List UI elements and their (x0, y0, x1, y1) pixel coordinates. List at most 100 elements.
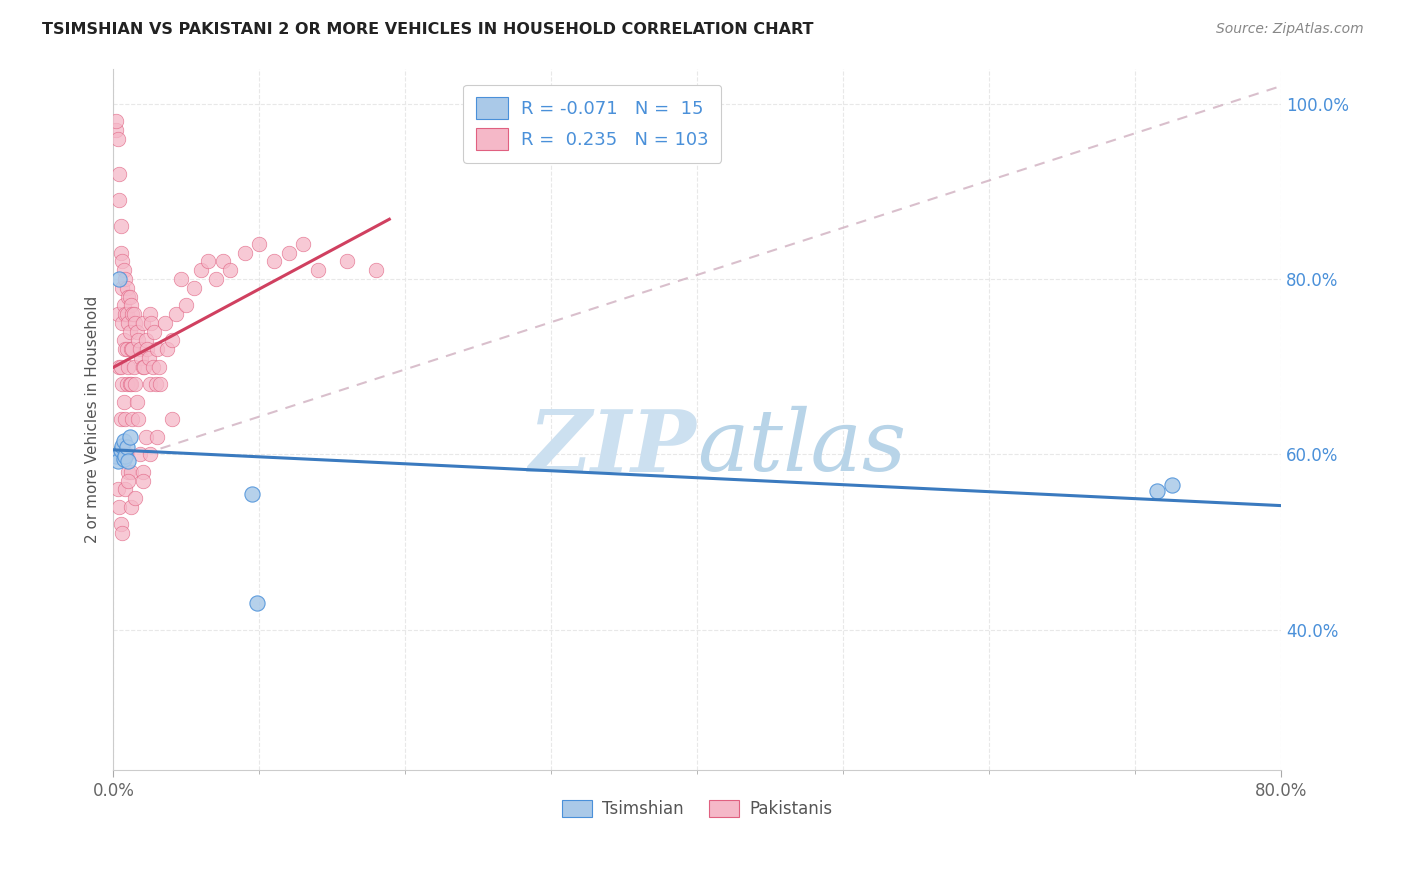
Point (112, 263, 135, 277)
Point (134, 359, 156, 374)
Point (115, 377, 138, 392)
Point (105, 123, 128, 137)
Point (277, 245, 299, 260)
Point (110, 442, 132, 457)
Point (112, 434, 135, 449)
Point (111, 316, 134, 330)
Point (156, 342, 179, 356)
Point (124, 316, 146, 330)
Point (114, 342, 136, 356)
Point (292, 236, 315, 251)
Point (128, 447, 150, 461)
Point (169, 272, 191, 286)
Point (118, 430, 141, 444)
Point (115, 342, 138, 356)
Point (118, 325, 141, 339)
Point (112, 334, 135, 348)
Point (122, 307, 145, 321)
Point (139, 447, 162, 461)
Point (121, 412, 143, 426)
Point (183, 281, 205, 295)
Point (121, 342, 143, 356)
Point (105, 114, 128, 128)
Point (110, 359, 132, 374)
Point (107, 307, 129, 321)
Point (176, 298, 198, 312)
Point (117, 454, 139, 468)
Point (153, 316, 176, 330)
Point (108, 272, 131, 286)
Point (122, 359, 145, 374)
Point (114, 307, 136, 321)
Point (107, 454, 129, 468)
Point (138, 351, 160, 365)
Point (107, 131, 129, 145)
Point (112, 451, 135, 466)
Point (245, 596, 267, 610)
Legend: Tsimshian, Pakistanis: Tsimshian, Pakistanis (555, 793, 839, 825)
Point (131, 474, 153, 488)
Point (114, 483, 136, 497)
Point (148, 359, 170, 374)
Point (114, 412, 136, 426)
Point (135, 334, 157, 348)
Point (136, 342, 159, 356)
Point (108, 167, 131, 181)
Point (115, 307, 138, 321)
Point (114, 272, 136, 286)
Point (110, 219, 132, 234)
Point (240, 487, 263, 501)
Point (233, 245, 256, 260)
Point (160, 412, 183, 426)
Point (117, 474, 139, 488)
Point (143, 325, 166, 339)
Point (115, 447, 138, 461)
Point (121, 307, 143, 321)
Point (165, 307, 187, 321)
Point (112, 298, 135, 312)
Point (117, 289, 139, 303)
Point (146, 342, 169, 356)
Point (139, 307, 162, 321)
Text: ZIP: ZIP (529, 406, 697, 489)
Y-axis label: 2 or more Vehicles in Household: 2 or more Vehicles in Household (86, 295, 100, 543)
Point (131, 359, 153, 374)
Point (110, 412, 132, 426)
Point (146, 430, 169, 444)
Point (124, 377, 146, 392)
Point (204, 272, 226, 286)
Point (117, 465, 139, 479)
Point (160, 334, 183, 348)
Point (115, 281, 138, 295)
Point (131, 316, 153, 330)
Point (145, 377, 167, 392)
Point (108, 359, 131, 374)
Point (114, 449, 136, 463)
Point (135, 430, 157, 444)
Point (117, 316, 139, 330)
Point (120, 377, 142, 392)
Point (212, 254, 235, 268)
Text: TSIMSHIAN VS PAKISTANI 2 OR MORE VEHICLES IN HOUSEHOLD CORRELATION CHART: TSIMSHIAN VS PAKISTANI 2 OR MORE VEHICLE… (42, 22, 814, 37)
Point (110, 517, 132, 532)
Point (139, 377, 162, 392)
Point (111, 439, 134, 453)
Point (127, 334, 149, 348)
Point (124, 491, 146, 505)
Point (120, 342, 142, 356)
Point (120, 500, 142, 514)
Point (128, 342, 150, 356)
Point (142, 359, 165, 374)
Point (111, 254, 134, 268)
Point (125, 394, 148, 409)
Point (1146, 484, 1168, 499)
Point (129, 351, 152, 365)
Point (111, 377, 134, 392)
Point (108, 500, 131, 514)
Point (107, 483, 129, 497)
Point (112, 394, 135, 409)
Point (366, 263, 388, 277)
Point (263, 254, 285, 268)
Point (120, 465, 142, 479)
Point (197, 254, 219, 268)
